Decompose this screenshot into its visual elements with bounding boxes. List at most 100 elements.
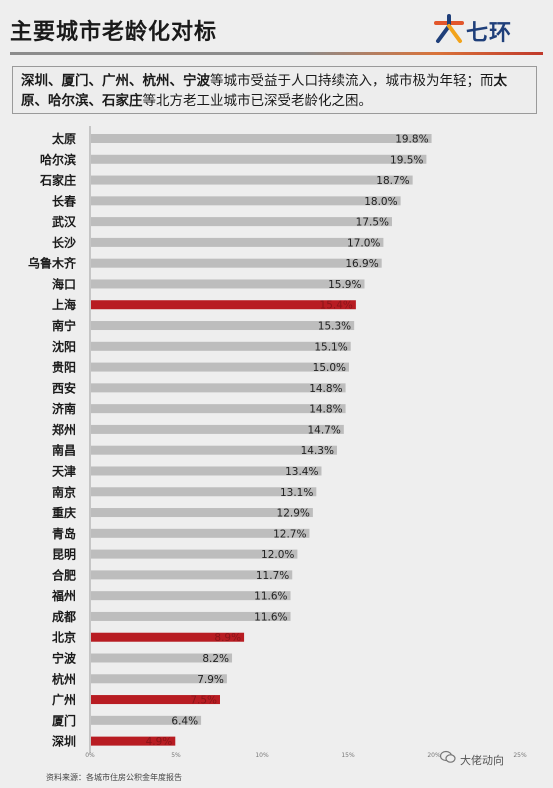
- value-label-16: 13.4%: [285, 466, 318, 478]
- bar-22: [91, 591, 291, 601]
- value-label-3: 18.0%: [364, 196, 397, 208]
- category-label-4: 武汉: [52, 214, 77, 229]
- summary-text-2: 等北方老工业城市已深受老龄化之困。: [142, 93, 373, 109]
- category-label-20: 昆明: [52, 548, 76, 562]
- bar-21: [91, 570, 293, 580]
- bar-17: [91, 487, 317, 497]
- bar-15: [91, 445, 337, 455]
- bar-5: [91, 237, 384, 247]
- seven-ring-logo-icon: [434, 14, 464, 43]
- bar-11: [91, 362, 349, 372]
- value-label-10: 15.1%: [314, 341, 347, 353]
- value-label-24: 8.9%: [214, 632, 241, 644]
- bar-7: [91, 279, 365, 289]
- bar-9: [91, 321, 355, 331]
- footer-source: 资料来源：各城市住房公积金年度报告: [46, 773, 182, 782]
- value-label-2: 18.7%: [376, 175, 409, 187]
- value-label-12: 14.8%: [309, 383, 342, 395]
- bar-1: [91, 154, 427, 164]
- x-tick-label-1: 5%: [171, 752, 181, 759]
- bar-6: [91, 258, 382, 268]
- x-tick-label-3: 15%: [341, 752, 355, 759]
- value-label-0: 19.8%: [395, 134, 428, 146]
- category-label-27: 广州: [52, 692, 76, 707]
- bar-26: [91, 674, 227, 684]
- value-label-23: 11.6%: [254, 611, 287, 623]
- category-label-26: 杭州: [52, 671, 76, 686]
- category-label-25: 宁波: [52, 651, 77, 666]
- category-label-15: 南昌: [52, 443, 76, 458]
- category-label-0: 太原: [52, 131, 76, 146]
- category-label-3: 长春: [52, 193, 77, 208]
- bar-4: [91, 217, 392, 227]
- category-label-12: 西安: [52, 380, 76, 395]
- bar-27: [91, 695, 220, 705]
- value-label-9: 15.3%: [318, 321, 351, 333]
- category-label-11: 贵阳: [52, 360, 76, 375]
- watermark: 大佬动向: [440, 750, 504, 768]
- value-label-5: 17.0%: [347, 237, 380, 249]
- value-label-19: 12.7%: [273, 528, 306, 540]
- bar-13: [91, 404, 346, 414]
- value-label-17: 13.1%: [280, 487, 313, 499]
- x-tick-label-0: 0%: [85, 752, 95, 759]
- value-label-18: 12.9%: [277, 508, 310, 520]
- category-label-18: 重庆: [52, 505, 76, 520]
- logo: 七环: [434, 14, 544, 46]
- bar-0: [91, 134, 432, 143]
- summary-text-1: 等城市受益于人口持续流入，城市极为年轻；而: [210, 73, 494, 89]
- value-label-15: 14.3%: [301, 445, 334, 457]
- category-label-2: 石家庄: [39, 173, 76, 188]
- wechat-icon: [440, 750, 456, 763]
- bar-29: [91, 736, 176, 746]
- category-label-16: 天津: [52, 463, 76, 478]
- bar-16: [91, 466, 322, 476]
- value-label-1: 19.5%: [390, 154, 423, 166]
- value-label-4: 17.5%: [356, 217, 389, 229]
- category-label-23: 成都: [52, 609, 76, 624]
- bar-8: [91, 300, 356, 310]
- bar-20: [91, 549, 298, 559]
- category-label-24: 北京: [52, 630, 76, 645]
- value-label-6: 16.9%: [345, 258, 378, 270]
- x-tick-label-4: 20%: [427, 752, 441, 759]
- x-tick-label-2: 10%: [255, 752, 269, 759]
- value-label-22: 11.6%: [254, 591, 287, 603]
- category-label-14: 郑州: [52, 422, 76, 437]
- x-tick-label-5: 25%: [513, 752, 527, 759]
- category-label-22: 福州: [51, 588, 76, 603]
- bar-3: [91, 196, 401, 206]
- value-label-7: 15.9%: [328, 279, 361, 291]
- bar-23: [91, 611, 291, 621]
- value-label-27: 7.5%: [190, 695, 217, 707]
- category-label-1: 哈尔滨: [40, 152, 76, 167]
- category-label-10: 沈阳: [52, 339, 76, 354]
- category-label-6: 乌鲁木齐: [28, 256, 77, 271]
- header-divider: [10, 52, 543, 55]
- category-label-21: 合肥: [52, 567, 76, 582]
- value-label-13: 14.8%: [309, 404, 342, 416]
- value-label-20: 12.0%: [261, 549, 294, 561]
- bar-24: [91, 632, 245, 642]
- bar-25: [91, 653, 233, 663]
- category-label-7: 海口: [52, 276, 76, 291]
- category-label-17: 南京: [52, 484, 76, 499]
- value-label-26: 7.9%: [197, 674, 224, 686]
- bar-10: [91, 341, 351, 351]
- watermark-text: 大佬动向: [460, 754, 504, 767]
- aging-bar-chart: 太原 19.8% 哈尔滨 19.5% 石家庄 18.7% 长春 18.0% 武汉 17.5% 长沙 1…: [28, 126, 527, 759]
- logo-text: 七环: [466, 21, 513, 46]
- category-label-29: 深圳: [52, 734, 76, 749]
- summary-old-cities: 太原、哈尔滨、石家庄: [21, 73, 507, 109]
- bar-19: [91, 528, 310, 538]
- bar-18: [91, 508, 313, 518]
- value-label-29: 4.9%: [146, 736, 173, 748]
- value-label-11: 15.0%: [313, 362, 346, 374]
- category-label-19: 青岛: [52, 526, 76, 541]
- value-label-14: 14.7%: [307, 424, 340, 436]
- bar-14: [91, 424, 344, 434]
- category-label-5: 长沙: [52, 235, 76, 250]
- category-label-9: 南宁: [52, 318, 76, 333]
- summary-young-cities: 深圳、厦门、广州、杭州、宁波: [21, 73, 210, 89]
- category-label-28: 厦门: [52, 713, 76, 728]
